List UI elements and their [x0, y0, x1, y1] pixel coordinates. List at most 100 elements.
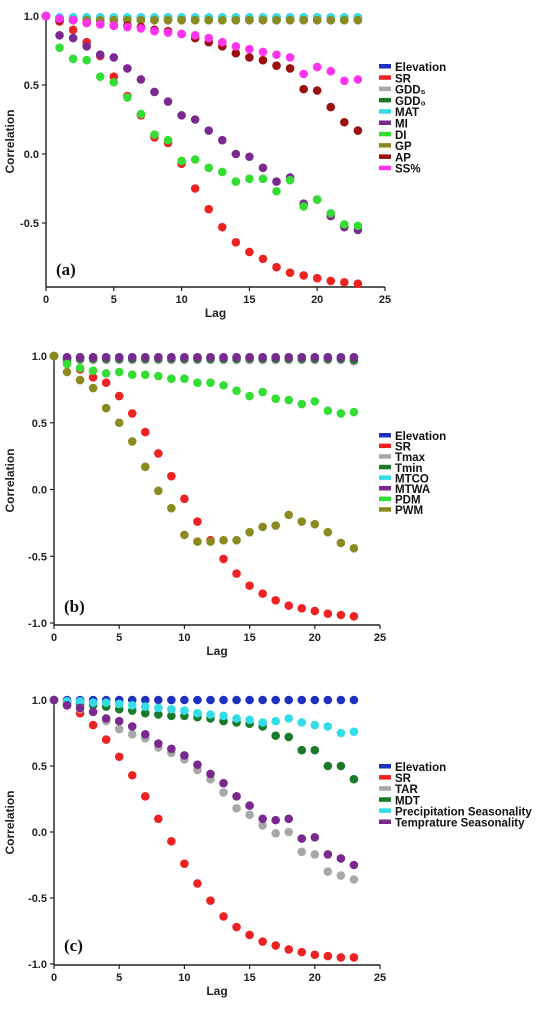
data-point: [154, 371, 163, 381]
data-point: [336, 728, 346, 738]
data-point: [75, 697, 85, 706]
data-point: [140, 462, 150, 472]
y-tick-label: -1.0: [28, 959, 47, 971]
x-axis-title: Lag: [206, 644, 227, 658]
y-tick-label: -1.0: [28, 618, 47, 630]
data-point: [180, 706, 189, 715]
data-point: [297, 517, 307, 526]
data-point: [323, 951, 333, 961]
data-point: [109, 77, 119, 87]
data-point: [75, 353, 85, 362]
data-point: [62, 700, 72, 710]
data-point: [219, 711, 228, 721]
data-point: [140, 695, 150, 705]
data-point: [245, 581, 254, 590]
data-point: [299, 15, 308, 25]
data-point: [75, 375, 85, 385]
legend-label: MI: [395, 119, 408, 131]
chart-panel-1: 0 5 10 15 20 25 1.0 0.5 0.0 -0.5 -1.0 Lag Correlatio…: [3, 351, 446, 658]
data-point: [336, 353, 346, 362]
data-point: [258, 174, 268, 184]
data-point: [284, 732, 294, 742]
x-tick-label: 10: [178, 972, 190, 984]
data-point: [297, 718, 307, 727]
series-6: [41, 11, 363, 231]
data-point: [272, 262, 281, 272]
legend-swatch: [379, 433, 391, 438]
data-point: [150, 26, 159, 36]
legend-label: TAR: [395, 784, 418, 796]
data-point: [258, 814, 267, 824]
data-point: [326, 15, 336, 25]
data-point: [114, 752, 124, 762]
data-point: [323, 867, 333, 876]
data-point: [101, 403, 111, 413]
y-tick-label: 1.0: [32, 695, 47, 707]
data-point: [217, 135, 227, 145]
x-tick-label: 5: [116, 632, 122, 644]
legend-label: GP: [395, 141, 412, 153]
data-point: [180, 530, 189, 540]
data-point: [245, 247, 254, 257]
data-point: [284, 714, 294, 723]
data-point: [231, 177, 241, 186]
data-point: [285, 175, 295, 185]
data-point: [127, 370, 137, 379]
legend-swatch: [379, 496, 391, 502]
legend-swatch: [379, 786, 391, 791]
data-point: [219, 535, 228, 545]
x-tick-label: 0: [43, 294, 49, 306]
legend-label: SR: [395, 73, 412, 85]
series-4: [49, 695, 359, 738]
data-point: [231, 42, 241, 51]
data-point: [232, 714, 241, 723]
data-point: [114, 418, 124, 428]
series-2: [49, 695, 359, 884]
data-point: [109, 21, 119, 30]
legend-label: AP: [395, 152, 411, 164]
data-point: [297, 847, 307, 857]
data-point: [323, 609, 333, 618]
data-point: [340, 76, 349, 86]
data-point: [154, 449, 163, 458]
data-point: [349, 860, 359, 870]
panel-label: (b): [64, 597, 85, 616]
data-point: [232, 792, 241, 801]
legend-swatch: [379, 143, 391, 148]
legend-swatch: [379, 797, 391, 802]
x-axis-title: Lag: [205, 306, 226, 320]
data-point: [41, 11, 51, 21]
data-point: [206, 353, 215, 362]
data-point: [245, 810, 254, 820]
data-point: [140, 792, 150, 801]
data-point: [150, 130, 159, 139]
data-point: [206, 769, 215, 779]
series-1: [49, 351, 359, 621]
data-point: [349, 543, 359, 553]
data-point: [245, 15, 254, 25]
data-point: [101, 353, 111, 362]
data-point: [271, 815, 280, 825]
data-point: [323, 722, 333, 731]
data-point: [297, 399, 307, 409]
data-point: [123, 64, 132, 73]
data-point: [206, 695, 215, 705]
data-point: [271, 941, 280, 950]
data-point: [123, 93, 132, 102]
data-point: [167, 704, 176, 714]
data-point: [55, 31, 64, 40]
data-point: [326, 66, 336, 76]
data-point: [140, 370, 150, 379]
data-point: [193, 708, 202, 718]
data-point: [310, 353, 320, 362]
data-point: [284, 695, 294, 705]
data-point: [297, 947, 307, 957]
legend-label: Precipitation Seasonality: [395, 806, 532, 818]
data-point: [62, 359, 72, 369]
data-point: [271, 731, 280, 740]
data-point: [232, 569, 241, 578]
data-point: [206, 896, 215, 905]
data-point: [323, 761, 333, 771]
data-point: [101, 714, 111, 723]
